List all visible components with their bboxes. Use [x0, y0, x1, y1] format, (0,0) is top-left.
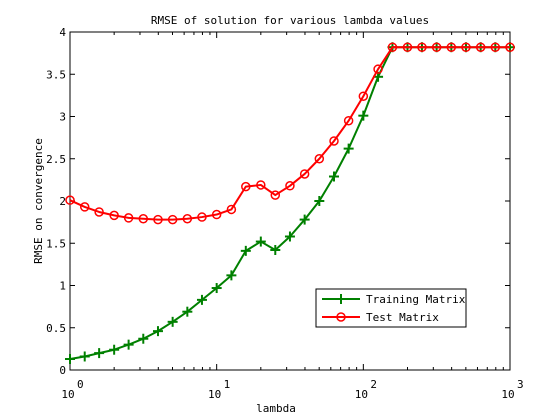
data-point [314, 196, 325, 206]
data-point [241, 181, 251, 192]
data-point [431, 42, 442, 52]
y-tick-label: 4 [59, 26, 66, 39]
data-point [256, 180, 266, 190]
data-point [285, 181, 295, 191]
data-point [94, 207, 104, 217]
legend: Training Matrix Test Matrix [315, 288, 467, 328]
x-tick-label-exponent: 1 [224, 378, 231, 391]
data-point [402, 42, 413, 52]
data-point [299, 169, 310, 179]
chart-title: RMSE of solution for various lambda valu… [151, 14, 429, 27]
data-point [284, 231, 295, 242]
data-point [255, 236, 266, 247]
y-tick-label: 2 [59, 195, 66, 208]
data-point [461, 42, 471, 52]
legend-label-test: Test Matrix [366, 311, 439, 324]
data-point [123, 213, 134, 223]
data-point [138, 333, 149, 344]
data-point [138, 213, 149, 224]
data-point [153, 214, 163, 225]
data-point [299, 214, 310, 225]
data-point [475, 42, 486, 52]
data-point [226, 204, 237, 215]
data-point [505, 42, 515, 52]
legend-label-training: Training Matrix [366, 293, 466, 306]
x-tick-label-exponent: 2 [370, 378, 377, 391]
data-point [387, 42, 398, 52]
x-tick-label-base: 10 [501, 388, 514, 401]
data-point [329, 136, 339, 146]
y-tick-label: 0 [59, 364, 66, 377]
legend-marker-test [336, 312, 346, 322]
data-point [211, 209, 222, 220]
y-axis: 0 0.5 1 1.5 2 2.5 3 3.5 4 [46, 26, 510, 377]
data-point [358, 91, 369, 101]
data-point [65, 354, 75, 365]
data-point [94, 348, 105, 359]
y-axis-label: RMSE on convergence [32, 138, 45, 264]
series-line [69, 46, 510, 221]
data-point [446, 42, 457, 52]
data-point [358, 110, 369, 121]
data-point [123, 339, 134, 350]
data-point [240, 245, 251, 256]
legend-marker-training [336, 294, 346, 304]
data-point [109, 210, 119, 221]
y-tick-label: 0.5 [46, 322, 66, 335]
data-point [167, 214, 178, 225]
data-point [373, 64, 383, 74]
data-point [182, 306, 193, 317]
data-point [270, 190, 281, 200]
y-tick-label: 3.5 [46, 68, 66, 81]
data-point [182, 213, 193, 224]
y-tick-label: 2.5 [46, 153, 66, 166]
series-layer [65, 42, 515, 365]
x-tick-label-base: 10 [61, 388, 74, 401]
y-tick-label: 1 [59, 280, 66, 293]
data-point [196, 294, 207, 305]
data-point [417, 42, 427, 52]
x-tick-label-base: 10 [355, 388, 368, 401]
data-point [270, 245, 281, 256]
x-axis-label: lambda [256, 402, 296, 415]
x-tick-label-exponent: 0 [77, 378, 84, 391]
y-tick-label: 1.5 [46, 237, 66, 250]
data-point [490, 42, 501, 52]
data-point [79, 202, 90, 212]
data-point [211, 283, 222, 294]
series-test [65, 42, 515, 225]
data-point [152, 326, 163, 337]
x-tick-label-base: 10 [208, 388, 221, 401]
data-point [65, 195, 75, 205]
data-point [226, 270, 237, 281]
data-point [167, 316, 178, 327]
data-point [343, 115, 354, 126]
data-point [197, 212, 207, 222]
x-tick-label-exponent: 3 [517, 378, 524, 391]
data-point [314, 154, 325, 164]
data-point [329, 171, 340, 182]
data-point [79, 351, 90, 362]
y-tick-label: 3 [59, 111, 66, 124]
data-point [343, 143, 354, 154]
data-point [109, 344, 120, 355]
